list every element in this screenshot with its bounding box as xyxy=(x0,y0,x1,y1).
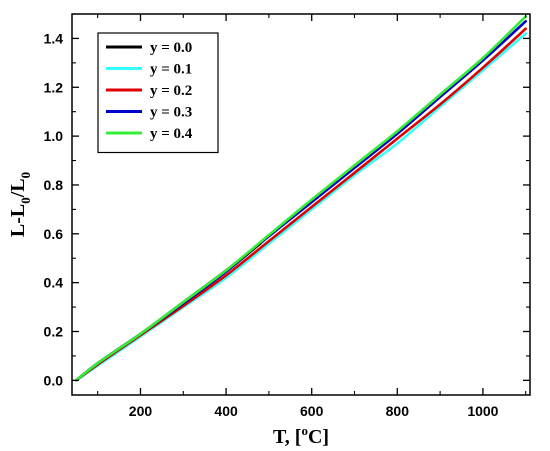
x-tick-label: 1000 xyxy=(467,403,498,419)
y-tick-label: 0.8 xyxy=(44,177,64,193)
legend-label: y = 0.0 xyxy=(150,40,192,56)
y-tick-label: 1.4 xyxy=(44,30,64,46)
series-layer xyxy=(75,15,527,382)
legend-label: y = 0.2 xyxy=(150,83,192,99)
x-axis-title-sup: o xyxy=(301,423,308,438)
x-tick-label: 800 xyxy=(386,403,410,419)
x-tick-label: 200 xyxy=(129,403,153,419)
y-tick-label: 0.6 xyxy=(44,226,64,242)
x-tick-label: 600 xyxy=(300,403,324,419)
legend-label: y = 0.1 xyxy=(150,62,192,78)
legend: y = 0.0 y = 0.1 y = 0.2 y = 0.3 y = 0.4 xyxy=(97,32,219,154)
x-axis-title: T, [oC] xyxy=(273,423,329,448)
x-axis-title-tail: C] xyxy=(308,426,329,448)
y-tick-label: 0.2 xyxy=(44,324,64,340)
y-tick-label: 1.0 xyxy=(44,128,64,144)
series-line-4 xyxy=(75,15,527,382)
plot-frame xyxy=(71,13,531,396)
x-axis-title-main: T, [ xyxy=(273,426,302,448)
y-axis-title-sub1: 0 xyxy=(18,197,33,204)
x-tick-label: 400 xyxy=(214,403,238,419)
y-tick-label: 0.4 xyxy=(44,275,64,291)
y-tick-label: 0.0 xyxy=(44,372,64,388)
y-axis-title-l: L-L xyxy=(7,204,29,237)
legend-label: y = 0.4 xyxy=(150,126,193,142)
legend-label: y = 0.3 xyxy=(150,105,192,121)
y-axis-title-slash: /L xyxy=(7,178,29,198)
ticks-layer: 200 400 600 800 1000 0.0 0.2 0.4 0.6 0.8 1.0 1.2 1.4 xyxy=(44,13,530,419)
y-tick-label: 1.2 xyxy=(44,79,64,95)
y-axis-title: L-L0/L0 xyxy=(7,172,33,237)
y-axis-title-sub2: 0 xyxy=(18,172,33,179)
